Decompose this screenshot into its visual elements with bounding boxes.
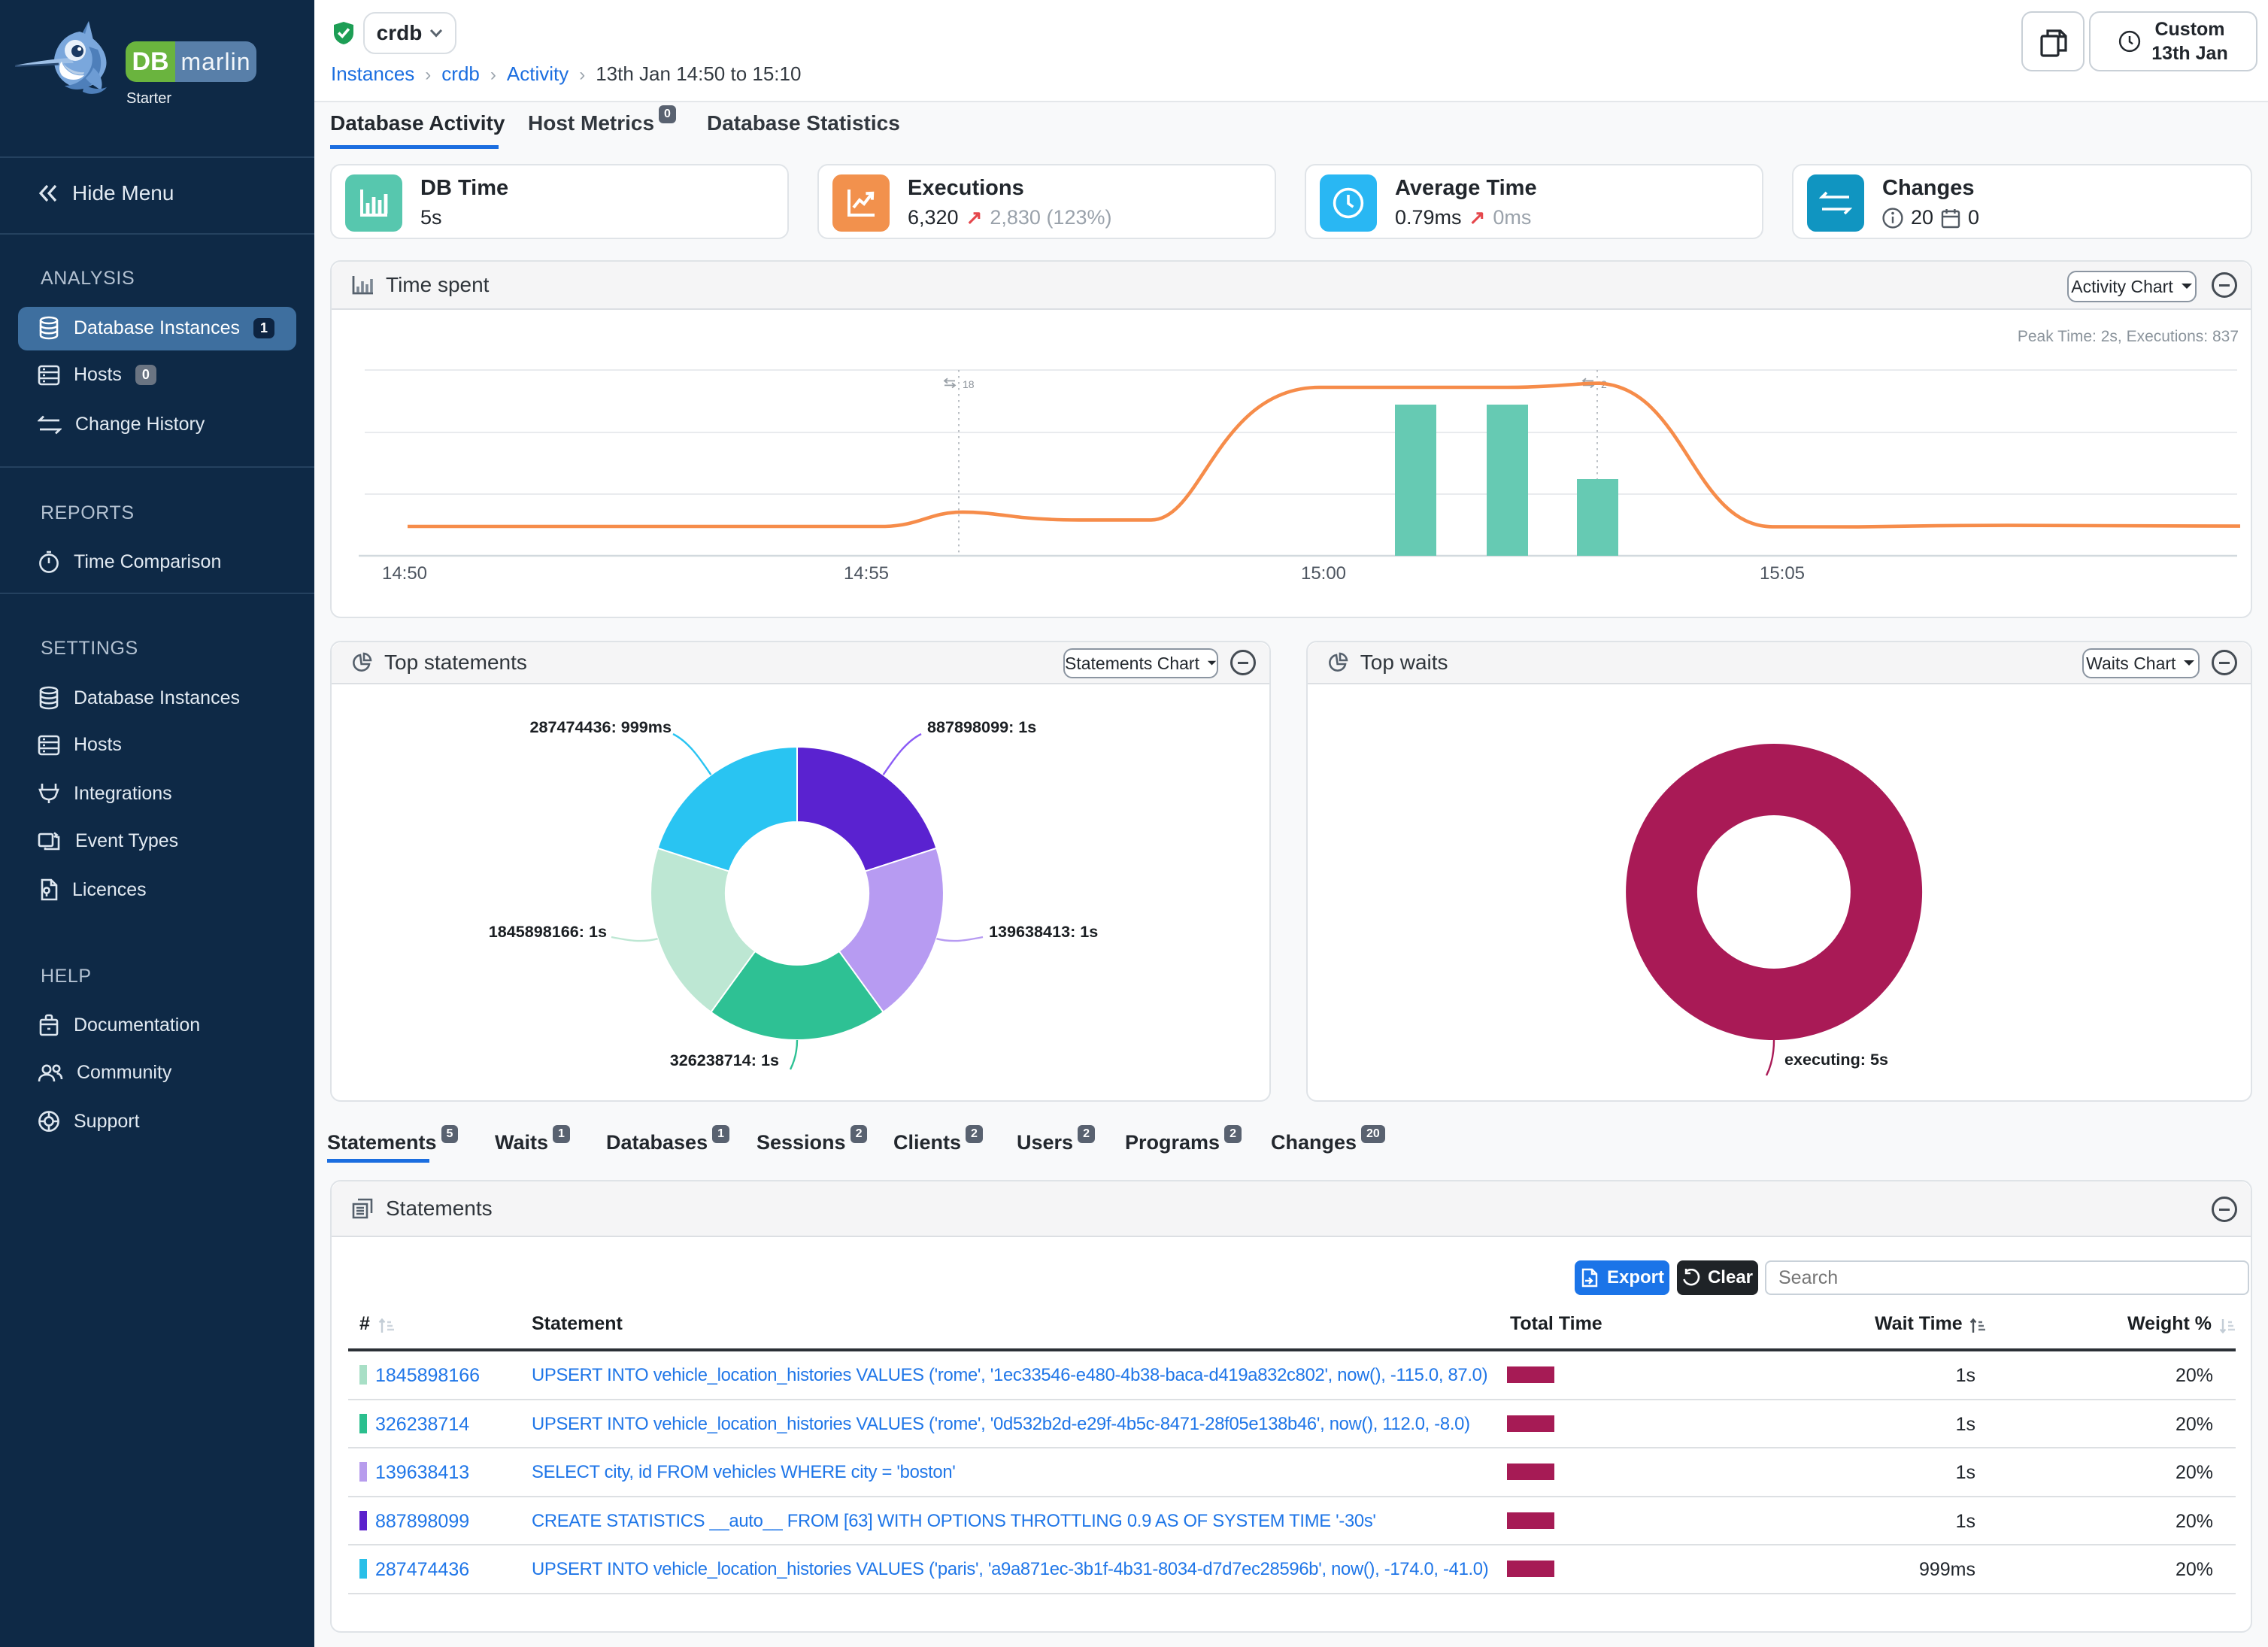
svg-text:18: 18 xyxy=(963,378,975,390)
svg-text:14:55: 14:55 xyxy=(844,563,889,584)
svg-text:139638413: 1s: 139638413: 1s xyxy=(989,922,1098,941)
svg-text:14:50: 14:50 xyxy=(382,563,427,584)
svg-text:15:05: 15:05 xyxy=(1760,563,1805,584)
svg-text:326238714: 1s: 326238714: 1s xyxy=(670,1051,779,1069)
svg-text:287474436: 999ms: 287474436: 999ms xyxy=(529,717,672,736)
svg-text:15:00: 15:00 xyxy=(1301,563,1346,584)
svg-text:executing: 5s: executing: 5s xyxy=(1784,1050,1888,1069)
svg-text:1845898166: 1s: 1845898166: 1s xyxy=(489,922,607,941)
svg-text:887898099: 1s: 887898099: 1s xyxy=(927,717,1036,736)
svg-text:Peak Time: 2s, Executions: 837: Peak Time: 2s, Executions: 837 xyxy=(2018,328,2239,345)
